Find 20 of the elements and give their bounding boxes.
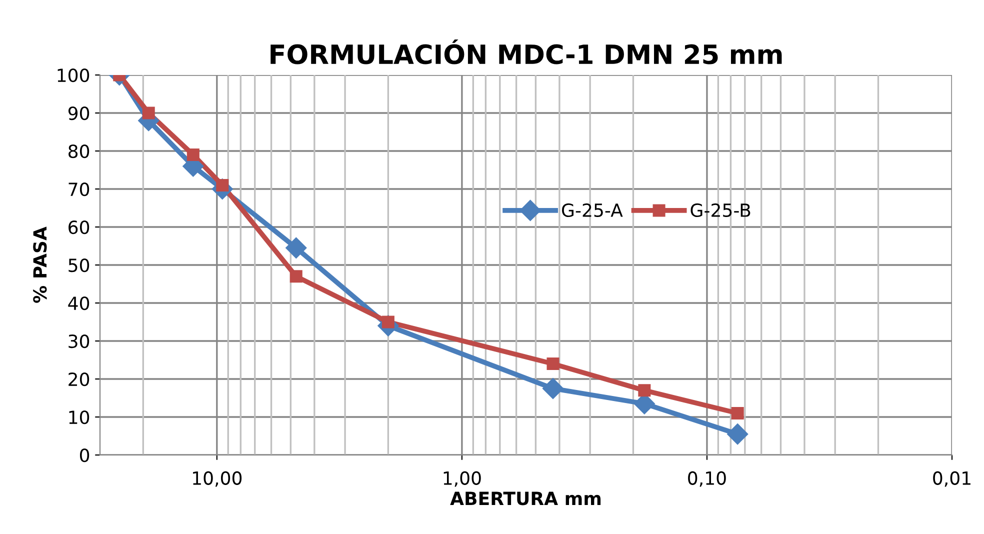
y-tick-label: 90 bbox=[68, 106, 90, 120]
x-axis-title: ABERTURA mm bbox=[450, 492, 601, 506]
y-tick-label: 50 bbox=[68, 258, 90, 272]
y-tick-label: 10 bbox=[69, 410, 90, 424]
x-tick-label: 10,00 bbox=[193, 471, 242, 487]
y-tick-label: 0 bbox=[80, 448, 90, 462]
legend-label: G-25-B bbox=[690, 203, 750, 218]
y-axis-title: % PASA bbox=[33, 226, 47, 303]
chart-title: FORMULACIÓN MDC-1 DMN 25 mm bbox=[270, 39, 782, 64]
legend-label: G-25-A bbox=[562, 203, 623, 218]
y-tick-label: 60 bbox=[68, 220, 90, 234]
y-tick-label: 70 bbox=[68, 182, 90, 196]
y-tick-label: 20 bbox=[68, 372, 90, 386]
y-tick-label: 40 bbox=[68, 296, 90, 310]
y-tick-label: 100 bbox=[58, 68, 90, 82]
y-tick-label: 30 bbox=[68, 334, 90, 348]
y-tick-label: 80 bbox=[68, 144, 90, 158]
x-tick-label: 1,00 bbox=[444, 471, 481, 487]
x-tick-label: 0,01 bbox=[933, 471, 970, 487]
x-tick-label: 0,10 bbox=[688, 471, 726, 487]
